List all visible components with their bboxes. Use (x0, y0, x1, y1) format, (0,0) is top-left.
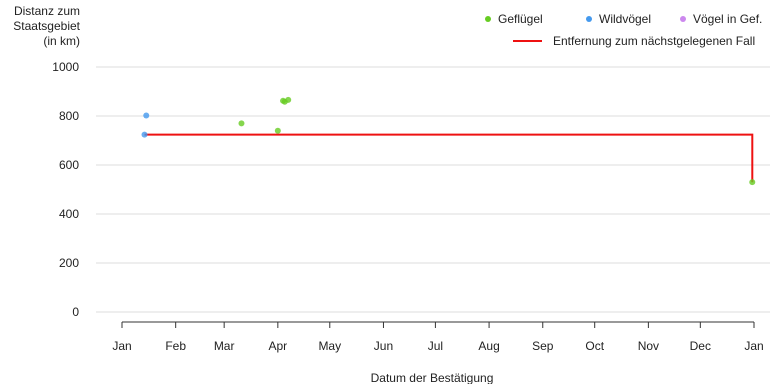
x-tick-label: Mar (214, 339, 235, 353)
y-tick-label: 1000 (52, 60, 79, 74)
data-points (141, 96, 756, 186)
x-tick-label: Sep (532, 339, 554, 353)
legend-label: Wildvögel (599, 12, 651, 26)
y-tick-label: 400 (59, 207, 79, 221)
y-axis-title-line: (in km) (43, 34, 80, 48)
data-point[interactable] (238, 120, 245, 127)
x-tick-label: Jan (744, 339, 763, 353)
x-tick-label: Feb (165, 339, 186, 353)
data-point[interactable] (749, 179, 756, 186)
x-tick-label: May (318, 339, 341, 353)
x-tick-label: Jan (112, 339, 131, 353)
y-tick-label: 0 (72, 305, 79, 319)
x-axis-title: Datum der Bestätigung (371, 371, 494, 384)
x-tick-label: Dec (690, 339, 711, 353)
x-tick-label: Nov (638, 339, 659, 353)
legend-marker (485, 16, 491, 22)
data-point[interactable] (274, 127, 281, 134)
x-tick-label: Aug (478, 339, 499, 353)
x-tick-label: Oct (585, 339, 604, 353)
data-point[interactable] (285, 96, 292, 103)
nearest-case-path (144, 133, 754, 183)
data-point[interactable] (143, 112, 150, 119)
legend-marker (586, 16, 592, 22)
x-tick-label: Apr (268, 339, 287, 353)
y-axis: 0 200 400 600 800 1000 (52, 60, 79, 319)
legend-label: Vögel in Gef. (693, 12, 762, 26)
grid-lines (96, 66, 770, 313)
y-axis-title-line: Distanz zum (14, 4, 80, 18)
y-tick-label: 800 (59, 109, 79, 123)
legend-marker (680, 16, 686, 22)
legend: Geflügel Wildvögel Vögel in Gef. Entfernung… (485, 12, 762, 48)
legend-label: Geflügel (498, 12, 543, 26)
data-point[interactable] (141, 131, 148, 138)
legend-label: Entfernung zum nächstgelegenen Fall (553, 34, 755, 48)
y-tick-label: 200 (59, 256, 79, 270)
y-axis-title-line: Staatsgebiet (13, 19, 80, 33)
x-tick-label: Jun (374, 339, 393, 353)
x-axis: Jan Feb Mar Apr May Jun Jul Aug Sep Oct Nov Dec Jan (112, 321, 764, 353)
x-tick-label: Jul (428, 339, 443, 353)
nearest-case-line (144, 133, 754, 183)
y-tick-label: 600 (59, 158, 79, 172)
